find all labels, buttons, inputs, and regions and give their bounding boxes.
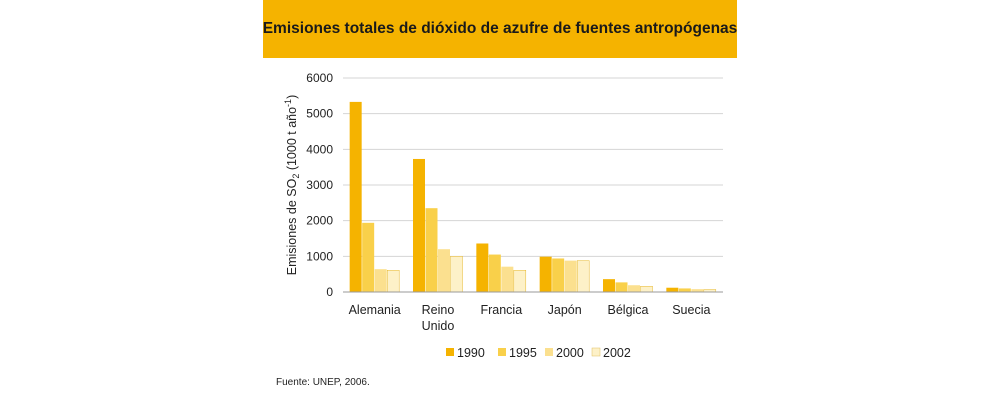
bar-2002-0 [386,270,400,293]
bar-1990-2 [476,243,489,292]
legend-label-2000: 2000 [556,346,584,360]
x-category-label: Japón [548,303,582,317]
x-category-label: Reino [422,303,455,317]
y-axis-ticks: 0 1000 2000 3000 4000 5000 6000 [306,71,333,299]
y-axis-label-subscript: 2 [291,174,301,179]
bar-2002-2 [513,270,527,293]
bar-2000-3 [564,260,577,292]
bar-1990-0 [349,101,362,292]
source-note: Fuente: UNEP, 2006. [276,377,370,388]
legend-swatch-1995 [498,348,506,356]
bar-1990-3 [539,256,552,292]
y-axis-label-suffix: ) [285,95,299,99]
bar-2002-3 [576,260,590,293]
bar-1990-1 [413,158,425,292]
y-tick-label: 0 [326,285,333,299]
bar-2002-1 [450,256,463,293]
bar-1995-1 [425,208,438,292]
legend: 1990 1995 2000 2002 [446,346,631,360]
bar-1995-4 [615,282,628,292]
y-tick-label: 2000 [306,214,333,228]
bar-1995-2 [488,254,501,292]
bar-2000-4 [628,285,640,292]
y-tick-label: 1000 [306,249,333,263]
legend-swatch-2002 [591,347,601,357]
x-axis-labels: Alemania Reino Unido Francia Japón Bélgica Sue… [349,303,711,333]
bar-2000-5 [691,289,704,292]
bar-1995-5 [678,288,691,292]
bar-2002-4 [640,286,653,293]
x-category-label: Bélgica [608,303,649,317]
y-tick-label: 5000 [306,107,333,121]
y-tick-label: 6000 [306,71,333,85]
chart-title: Emisiones totales de dióxido de azufre d… [262,20,738,37]
legend-label-1995: 1995 [509,346,537,360]
bar-1995-3 [552,258,565,292]
x-category-label: Suecia [672,303,710,317]
title-banner: Emisiones totales de dióxido de azufre d… [263,0,737,58]
legend-swatch-2000 [545,348,553,356]
x-category-label: Francia [480,303,522,317]
y-axis-label-middle: (1000 t año [285,107,299,174]
y-axis-label-prefix: Emisiones de SO [285,178,299,275]
bar-1990-5 [666,287,679,292]
legend-swatch-1990 [446,348,454,356]
bars [349,101,717,293]
x-category-label: Alemania [349,303,401,317]
bar-2000-1 [438,249,450,292]
legend-label-1990: 1990 [457,346,485,360]
legend-label-2002: 2002 [603,346,631,360]
gridlines [343,77,723,257]
bar-1995-0 [362,222,375,292]
y-tick-label: 3000 [306,178,333,192]
y-axis-label-superscript: -1 [283,99,293,107]
y-tick-label: 4000 [306,142,333,156]
bar-1990-4 [603,279,615,292]
x-category-label: Unido [422,319,455,333]
bar-2000-0 [374,269,387,292]
bar-2000-2 [501,266,514,292]
y-axis-label: Emisiones de SO2 (1000 t año-1) [283,95,301,276]
